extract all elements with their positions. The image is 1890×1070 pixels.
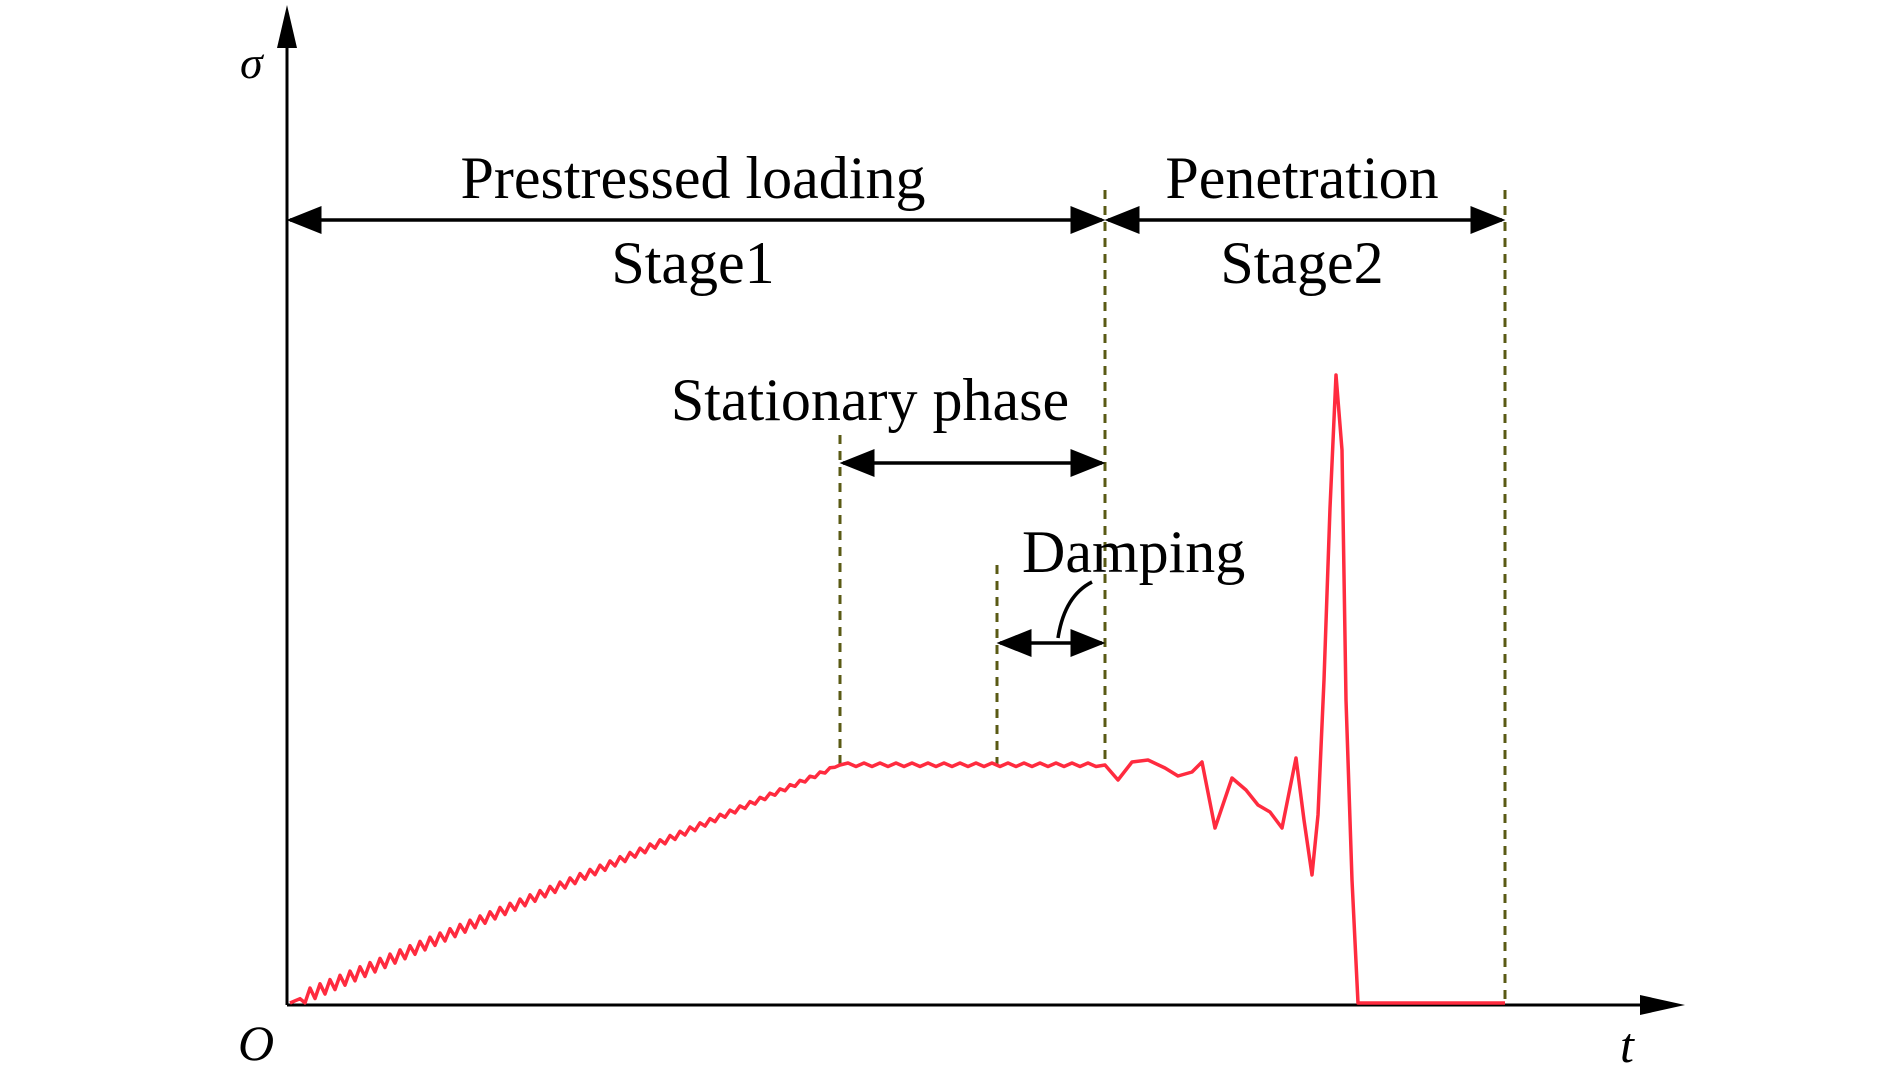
- y-axis-label: σ: [240, 37, 265, 88]
- x-axis-label: t: [1620, 1017, 1635, 1070]
- damping-label: Damping: [1022, 519, 1245, 585]
- origin-label: O: [238, 1015, 274, 1070]
- x-axis-arrow: [1640, 995, 1685, 1015]
- dimension-arrows: [286, 206, 1506, 657]
- stage2-label: Stage2: [1220, 230, 1383, 296]
- damping-leader: [1056, 580, 1093, 639]
- stress-curve: [289, 373, 1505, 1005]
- stage2-name-label: Penetration: [1165, 145, 1438, 211]
- stage1-label: Stage1: [611, 230, 774, 296]
- y-axis-arrow: [277, 5, 297, 48]
- stage1-name-label: Prestressed loading: [461, 145, 926, 211]
- phase-guides: [838, 190, 1507, 1005]
- stationary-phase-label: Stationary phase: [671, 367, 1069, 433]
